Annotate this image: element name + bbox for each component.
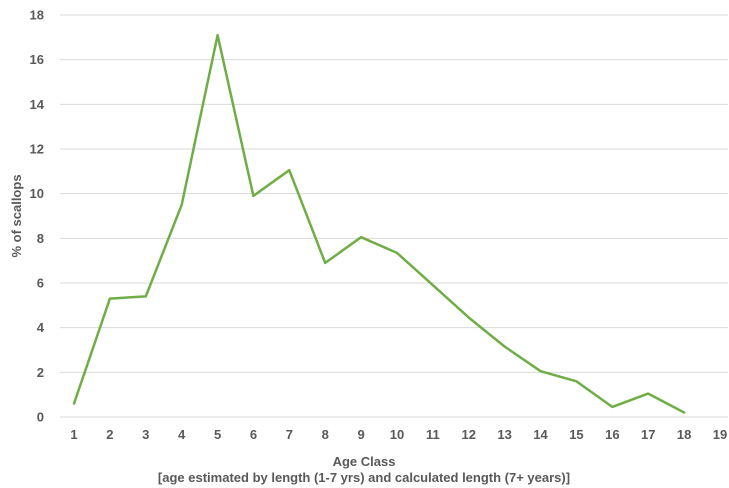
gridlines bbox=[60, 15, 728, 417]
x-tick-label: 10 bbox=[390, 427, 404, 442]
x-tick-label: 6 bbox=[250, 427, 257, 442]
y-tick-label: 18 bbox=[30, 8, 44, 23]
x-tick-label: 17 bbox=[641, 427, 655, 442]
y-tick-label: 6 bbox=[37, 276, 44, 291]
y-axis-title: % of scallops bbox=[9, 174, 24, 257]
x-tick-label: 9 bbox=[357, 427, 364, 442]
x-tick-label: 16 bbox=[605, 427, 619, 442]
x-tick-label: 2 bbox=[106, 427, 113, 442]
x-axis-ticks: 1 2 3 4 5 6 7 8 9 10 11 12 13 14 15 16 17 18 19 bbox=[70, 427, 727, 442]
y-tick-label: 8 bbox=[37, 231, 44, 246]
series-group bbox=[74, 35, 684, 412]
x-tick-label: 7 bbox=[286, 427, 293, 442]
x-axis-subtitle: [age estimated by length (1-7 yrs) and c… bbox=[158, 470, 570, 485]
y-tick-label: 0 bbox=[37, 410, 44, 425]
y-tick-label: 10 bbox=[30, 186, 44, 201]
x-tick-label: 11 bbox=[426, 427, 440, 442]
y-tick-label: 2 bbox=[37, 365, 44, 380]
x-tick-label: 19 bbox=[713, 427, 727, 442]
x-tick-label: 18 bbox=[677, 427, 691, 442]
x-tick-label: 12 bbox=[462, 427, 476, 442]
x-axis-title: Age Class bbox=[333, 454, 396, 469]
x-tick-label: 3 bbox=[142, 427, 149, 442]
x-tick-label: 5 bbox=[214, 427, 221, 442]
x-tick-label: 4 bbox=[178, 427, 186, 442]
y-tick-label: 12 bbox=[30, 142, 44, 157]
y-tick-label: 14 bbox=[30, 97, 45, 112]
y-tick-label: 16 bbox=[30, 52, 44, 67]
x-tick-label: 8 bbox=[322, 427, 329, 442]
x-tick-label: 13 bbox=[497, 427, 511, 442]
y-tick-label: 4 bbox=[37, 320, 45, 335]
x-tick-label: 15 bbox=[569, 427, 583, 442]
y-axis-ticks: 0 2 4 6 8 10 12 14 16 18 bbox=[30, 8, 45, 425]
x-tick-label: 1 bbox=[70, 427, 77, 442]
x-tick-label: 14 bbox=[533, 427, 548, 442]
series-line-0 bbox=[74, 35, 684, 412]
